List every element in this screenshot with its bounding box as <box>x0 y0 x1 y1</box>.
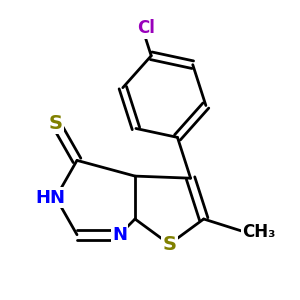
Text: S: S <box>49 114 63 133</box>
Text: Cl: Cl <box>137 19 155 37</box>
Text: N: N <box>112 226 127 244</box>
Text: HN: HN <box>35 188 65 206</box>
Text: S: S <box>162 235 176 254</box>
Text: CH₃: CH₃ <box>242 223 276 241</box>
